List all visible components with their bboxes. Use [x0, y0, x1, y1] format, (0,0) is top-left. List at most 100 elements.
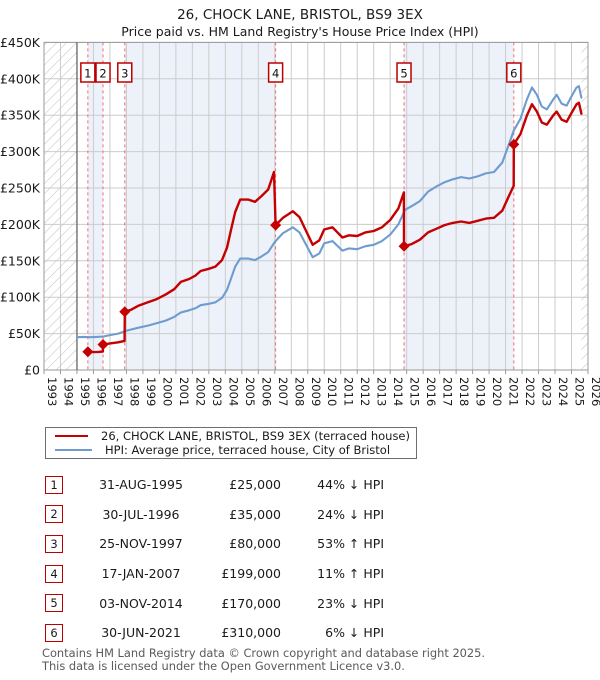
plot-frame: [43, 41, 589, 371]
series-lines: [75, 85, 583, 354]
x-tick-label: 2025: [573, 377, 587, 406]
x-tick-label: 2017: [441, 377, 455, 406]
chart-subtitle: Price paid vs. HM Land Registry's House …: [121, 24, 478, 39]
vs-hpi-percent: 53% ↑ HPI: [317, 536, 384, 552]
no-data-hatch: [44, 42, 588, 371]
row-number-badge: 4: [45, 564, 63, 583]
vs-hpi-percent: 11% ↑ HPI: [317, 566, 384, 582]
table-row: 2 30-JUL-1996 £35,000 24% ↓ HPI: [45, 500, 417, 530]
table-row: 4 17-JAN-2007 £199,000 11% ↑ HPI: [45, 559, 417, 589]
x-tick-label: 2022: [523, 377, 537, 406]
x-tick-label: 2009: [309, 377, 323, 406]
sale-number-box: [506, 62, 522, 83]
hatch-right: [581, 42, 588, 371]
sale-date: 25-NOV-1997: [99, 536, 183, 552]
sale-price: £25,000: [229, 477, 281, 493]
chart-legend: 26, CHOCK LANE, BRISTOL, BS9 3EX (terrac…: [45, 427, 417, 459]
x-tick-label: 2014: [391, 377, 405, 406]
x-tick-label: 2006: [259, 377, 273, 406]
x-tick-label: 1995: [78, 377, 92, 406]
ownership-bands: [87, 42, 514, 371]
y-tick-label: £450K: [0, 35, 41, 50]
price-chart: 26, CHOCK LANE, BRISTOL, BS9 3EX Price p…: [0, 7, 600, 406]
x-tick-label: 2013: [375, 377, 389, 406]
x-tick-label: 2023: [540, 377, 554, 406]
sale-date: 17-JAN-2007: [101, 566, 181, 582]
ownership-band: [404, 42, 514, 371]
sale-number-label: 4: [272, 67, 279, 81]
price-paid-line: [86, 101, 583, 354]
x-tick-label: 2026: [589, 377, 600, 406]
sale-date: 30-JUL-1996: [102, 506, 180, 522]
legend-property-label: 26, CHOCK LANE, BRISTOL, BS9 3EX (terrac…: [101, 429, 410, 443]
y-tick-label: £250K: [0, 181, 41, 196]
x-tick-label: 2000: [160, 377, 174, 406]
x-tick-label: 1993: [45, 377, 59, 406]
row-number-badge: 2: [45, 505, 63, 524]
y-tick-label: £300K: [0, 144, 41, 159]
sale-point-diamond: [119, 306, 131, 318]
sale-markers: [82, 138, 520, 358]
sales-table: 1 31-AUG-1995 £25,000 44% ↓ HPI 2 30-JUL-1996…: [45, 470, 417, 648]
vs-hpi-percent: 44% ↓ HPI: [317, 477, 384, 493]
x-tick-label: 1999: [144, 377, 158, 406]
x-tick-label: 2007: [276, 377, 290, 406]
row-number-badge: 6: [45, 623, 63, 642]
sale-point-diamond: [82, 346, 94, 358]
row-number-badge: 1: [45, 475, 63, 494]
sale-price: £310,000: [221, 625, 281, 641]
legend-item-hpi: HPI: Average price, terraced house, City…: [52, 443, 410, 457]
x-tick-label: 2003: [210, 377, 224, 406]
sale-date: 03-NOV-2014: [99, 595, 183, 611]
sale-number-label: 6: [510, 67, 517, 81]
y-axis-labels: £0 £50K £100K £150K £200K £250K £300K £350K £400…: [0, 35, 41, 378]
property-line-swatch: [55, 435, 89, 437]
hatch-left: [44, 42, 77, 371]
frame-rect: [43, 41, 589, 371]
row-number-badge: 3: [45, 534, 63, 553]
sale-number-box: [117, 62, 133, 83]
sale-point-diamond: [398, 240, 410, 252]
sale-price: £170,000: [221, 595, 281, 611]
sale-point-diamond: [508, 138, 520, 150]
sale-date: 31-AUG-1995: [99, 477, 183, 493]
sale-price: £80,000: [229, 536, 281, 552]
table-row: 1 31-AUG-1995 £25,000 44% ↓ HPI: [45, 470, 417, 500]
x-tick-label: 2010: [325, 377, 339, 406]
sale-price: £199,000: [221, 566, 281, 582]
x-tick-label: 2018: [457, 377, 471, 406]
footer-line-2: This data is licensed under the Open Gov…: [42, 658, 405, 673]
table-row: 5 03-NOV-2014 £170,000 23% ↓ HPI: [45, 588, 417, 618]
sale-number-box: [95, 62, 111, 83]
x-tick-label: 2015: [408, 377, 422, 406]
x-tick-label: 2001: [177, 377, 191, 406]
x-axis-labels: 1993 1994 1995 1996 1997 1998 1999 2000 2001 2002…: [45, 377, 600, 406]
x-tick-label: 2020: [490, 377, 504, 406]
y-tick-label: £0: [24, 363, 40, 378]
sale-number-box: [396, 62, 412, 83]
vs-hpi-percent: 23% ↓ HPI: [317, 595, 384, 611]
vs-hpi-percent: 24% ↓ HPI: [317, 506, 384, 522]
x-tick-label: 1997: [111, 377, 125, 406]
x-tick-label: 2021: [507, 377, 521, 406]
x-tick-label: 2016: [424, 377, 438, 406]
x-tick-label: 2024: [556, 377, 570, 406]
x-tick-label: 2005: [243, 377, 257, 406]
x-tick-label: 2008: [292, 377, 306, 406]
x-tick-label: 2004: [226, 377, 240, 406]
ownership-band: [124, 42, 276, 371]
chart-title: 26, CHOCK LANE, BRISTOL, BS9 3EX: [177, 7, 423, 23]
x-tick-label: 1998: [127, 377, 141, 406]
hpi-line: [75, 85, 583, 339]
y-tick-label: £100K: [0, 290, 41, 305]
sale-number-label: 3: [121, 67, 128, 81]
vs-hpi-percent: 6% ↓ HPI: [325, 625, 384, 641]
legend-item-property: 26, CHOCK LANE, BRISTOL, BS9 3EX (terrac…: [52, 429, 410, 443]
x-tick-label: 2019: [474, 377, 488, 406]
sale-point-diamond: [97, 339, 109, 351]
table-row: 3 25-NOV-1997 £80,000 53% ↑ HPI: [45, 529, 417, 559]
table-row: 6 30-JUN-2021 £310,000 6% ↓ HPI: [45, 618, 417, 648]
ownership-band: [87, 42, 104, 371]
y-tick-label: £200K: [0, 217, 41, 232]
